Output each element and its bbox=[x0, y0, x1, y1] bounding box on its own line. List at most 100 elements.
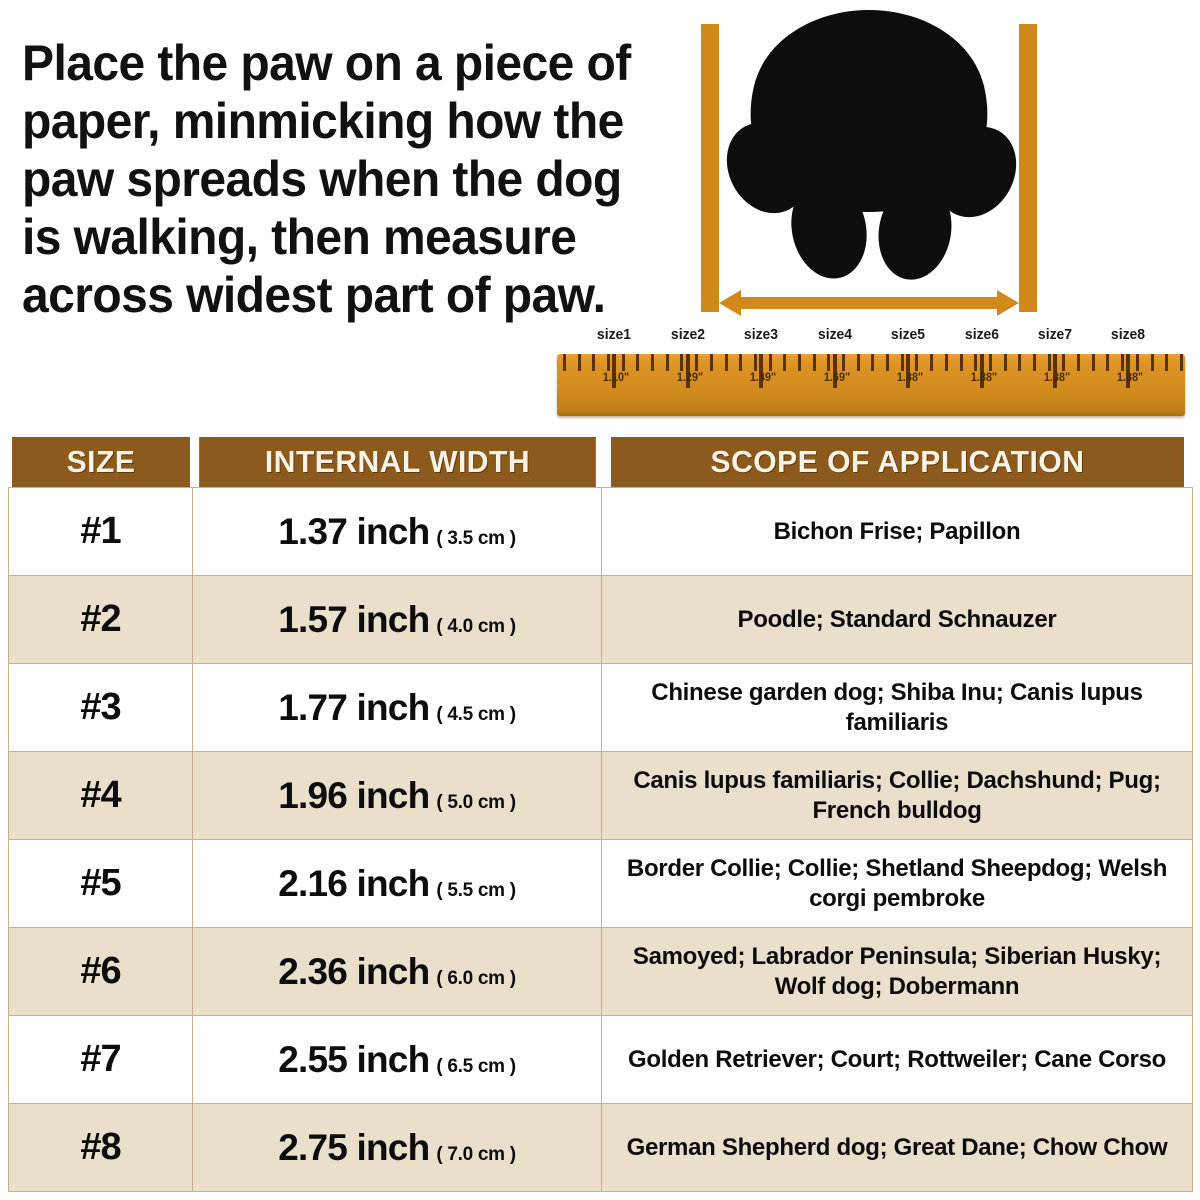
width-cm-value: ( 5.5 cm ) bbox=[436, 879, 516, 901]
ruler-size-label-7: size7 bbox=[1037, 326, 1073, 343]
cell-size: #8 bbox=[8, 1103, 193, 1192]
instruction-text: Place the paw on a piece of paper, minmi… bbox=[22, 35, 631, 323]
paw-measurement-diagram bbox=[693, 4, 1045, 324]
cell-internal-width: 2.75 inch ( 7.0 cm ) bbox=[192, 1103, 602, 1192]
ruler-measure-label-3: 1.49" bbox=[750, 370, 777, 384]
cell-internal-width: 2.36 inch ( 6.0 cm ) bbox=[192, 927, 602, 1016]
ruler-tick-minor bbox=[842, 354, 845, 371]
width-inch-value: 1.57 inch bbox=[278, 598, 430, 640]
ruler-tick-major-1 bbox=[612, 354, 617, 388]
ruler-tick-minor bbox=[988, 354, 992, 371]
cell-scope: Border Collie; Collie; Shetland Sheepdog… bbox=[601, 839, 1193, 928]
ruler-tick-minor bbox=[695, 354, 699, 371]
cell-scope: German Shepherd dog; Great Dane; Chow Ch… bbox=[601, 1103, 1193, 1192]
ruler-tick-minor bbox=[797, 354, 801, 371]
header-size: SIZE bbox=[11, 437, 190, 488]
cell-internal-width: 1.37 inch ( 3.5 cm ) bbox=[192, 487, 602, 576]
ruler-tick-minor bbox=[827, 354, 831, 371]
ruler-size-label-3: size3 bbox=[744, 326, 779, 343]
ruler-tick-minor bbox=[930, 354, 934, 371]
table-row: #2 1.57 inch ( 4.0 cm ) Poodle; Standard Sc… bbox=[8, 575, 1193, 664]
width-measurement-arrow bbox=[719, 290, 1019, 316]
ruler-tick-minor bbox=[944, 354, 948, 371]
width-cm-value: ( 6.5 cm ) bbox=[436, 1055, 516, 1077]
width-inch-value: 2.36 inch bbox=[278, 950, 430, 992]
header-scope: SCOPE OF APPLICATION bbox=[610, 437, 1184, 488]
ruler-tick-minor bbox=[1106, 354, 1110, 371]
ruler-size-label-6: size6 bbox=[964, 326, 999, 343]
ruler-tick-minor bbox=[959, 354, 963, 371]
ruler-tick-minor bbox=[562, 354, 566, 371]
ruler-tick-minor bbox=[753, 354, 757, 371]
ruler-tick-minor bbox=[651, 354, 654, 371]
ruler-tick-minor bbox=[974, 354, 978, 371]
ruler-size-label-4: size4 bbox=[817, 326, 852, 343]
ruler-tick-minor bbox=[886, 354, 890, 371]
ruler-size-label-5: size5 bbox=[891, 326, 926, 343]
table-row: #6 2.36 inch ( 6.0 cm ) Samoyed; Labrador P… bbox=[8, 927, 1193, 1016]
measure-bar-right bbox=[1019, 24, 1037, 312]
cell-internal-width: 2.55 inch ( 6.5 cm ) bbox=[192, 1015, 602, 1104]
ruler-measure-label-5: 1.88" bbox=[897, 370, 924, 384]
cell-scope: Canis lupus familiaris; Collie; Dachshun… bbox=[601, 751, 1193, 840]
ruler-measure-label-4: 1.69" bbox=[823, 370, 850, 384]
ruler-measure-label-6: 1.88" bbox=[970, 370, 997, 384]
ruler-tick-major-5 bbox=[906, 354, 911, 388]
size-chart-table: SIZE INTERNAL WIDTH SCOPE OF APPLICATION… bbox=[8, 437, 1193, 1192]
ruler-tick-major-2 bbox=[685, 354, 690, 388]
ruler-measure-label-8: 1.88" bbox=[1117, 370, 1144, 384]
ruler-tick-minor bbox=[1165, 354, 1169, 371]
cell-size: #2 bbox=[8, 575, 193, 664]
ruler-tick-minor bbox=[900, 354, 904, 371]
ruler-tick-minor bbox=[724, 354, 728, 371]
ruler-tick-major-4 bbox=[832, 354, 837, 388]
table-row: #7 2.55 inch ( 6.5 cm ) Golden Retriever; C… bbox=[8, 1015, 1193, 1104]
width-cm-value: ( 4.5 cm ) bbox=[436, 703, 516, 725]
width-inch-value: 2.55 inch bbox=[278, 1038, 430, 1080]
table-row: #5 2.16 inch ( 5.5 cm ) Border Collie; Coll… bbox=[8, 839, 1193, 928]
ruler-tick-minor bbox=[709, 354, 713, 371]
table-row: #4 1.96 inch ( 5.0 cm ) Canis lupus familia… bbox=[8, 751, 1193, 840]
cell-internal-width: 2.16 inch ( 5.5 cm ) bbox=[192, 839, 602, 928]
cell-scope: Chinese garden dog; Shiba Inu; Canis lup… bbox=[601, 663, 1193, 752]
ruler-tick-minor bbox=[1135, 354, 1139, 371]
cell-size: #3 bbox=[8, 663, 193, 752]
cell-size: #7 bbox=[8, 1015, 193, 1104]
ruler-tick-major-3 bbox=[759, 354, 764, 388]
width-cm-value: ( 7.0 cm ) bbox=[436, 1143, 516, 1165]
ruler-tick-minor bbox=[1091, 354, 1095, 371]
cell-scope: Bichon Frise; Papillon bbox=[601, 487, 1193, 576]
table-header-row: SIZE INTERNAL WIDTH SCOPE OF APPLICATION bbox=[9, 437, 1193, 488]
ruler-measure-label-7: 1.88" bbox=[1043, 370, 1071, 384]
cell-size: #4 bbox=[8, 751, 193, 840]
ruler-tick-minor bbox=[577, 354, 581, 371]
width-inch-value: 1.77 inch bbox=[278, 686, 430, 728]
ruler-tick-major-6 bbox=[979, 354, 984, 388]
width-cm-value: ( 6.0 cm ) bbox=[436, 967, 516, 989]
ruler-tick-minor bbox=[680, 354, 684, 371]
ruler-tick-minor bbox=[915, 354, 919, 371]
ruler-size-label-2: size2 bbox=[670, 326, 705, 343]
measure-bar-left bbox=[701, 24, 719, 312]
ruler-tick-minor bbox=[739, 354, 743, 371]
ruler-tick-major-8 bbox=[1126, 354, 1131, 388]
ruler-tick-minor bbox=[1062, 354, 1066, 371]
cell-scope: Samoyed; Labrador Peninsula; Siberian Hu… bbox=[601, 927, 1193, 1016]
ruler-size-label-1: size1 bbox=[597, 326, 632, 343]
table-row: #3 1.77 inch ( 4.5 cm ) Chinese garden dog;… bbox=[8, 663, 1193, 752]
ruler-measure-label-1: 1.10" bbox=[603, 370, 630, 384]
ruler-size-label-8: size8 bbox=[1111, 326, 1146, 343]
width-cm-value: ( 5.0 cm ) bbox=[436, 791, 516, 813]
ruler-measure-label-2: 1.29" bbox=[676, 370, 703, 384]
cell-scope: Poodle; Standard Schnauzer bbox=[601, 575, 1193, 664]
header-internal-width: INTERNAL WIDTH bbox=[198, 437, 596, 488]
cell-size: #1 bbox=[8, 487, 193, 576]
ruler-tick-minor bbox=[1121, 354, 1125, 371]
cell-internal-width: 1.57 inch ( 4.0 cm ) bbox=[192, 575, 602, 664]
ruler-tick-minor bbox=[1003, 354, 1007, 371]
width-inch-value: 1.96 inch bbox=[278, 774, 430, 816]
ruler-tick-minor bbox=[665, 354, 669, 371]
cell-scope: Golden Retriever; Court; Rottweiler; Can… bbox=[601, 1015, 1193, 1104]
ruler-tick-major-7 bbox=[1052, 354, 1057, 388]
width-cm-value: ( 3.5 cm ) bbox=[436, 527, 516, 549]
